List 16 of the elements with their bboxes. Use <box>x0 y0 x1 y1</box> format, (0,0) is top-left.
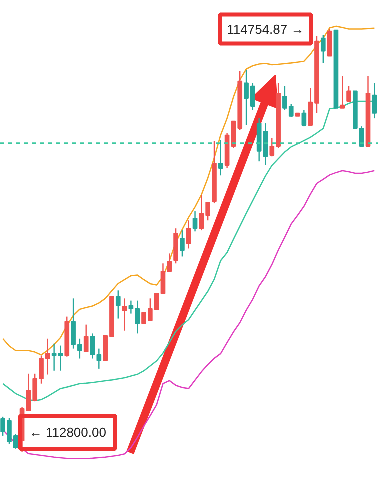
candlestick <box>320 34 326 64</box>
candlestick <box>84 324 89 352</box>
candlestick <box>128 300 134 314</box>
candlestick <box>180 230 185 258</box>
candlestick <box>340 76 346 109</box>
annotation: 114754.87 → <box>227 22 304 37</box>
candlestick <box>135 300 140 334</box>
candlestick <box>186 220 192 250</box>
candlestick <box>116 290 121 320</box>
candlestick <box>346 86 352 102</box>
candlestick <box>122 298 128 332</box>
candlestick <box>218 140 224 176</box>
candlestick <box>302 110 307 128</box>
annotation: ← 112800.00 <box>29 424 106 440</box>
candlestick <box>372 82 378 120</box>
candlestick <box>192 210 198 232</box>
